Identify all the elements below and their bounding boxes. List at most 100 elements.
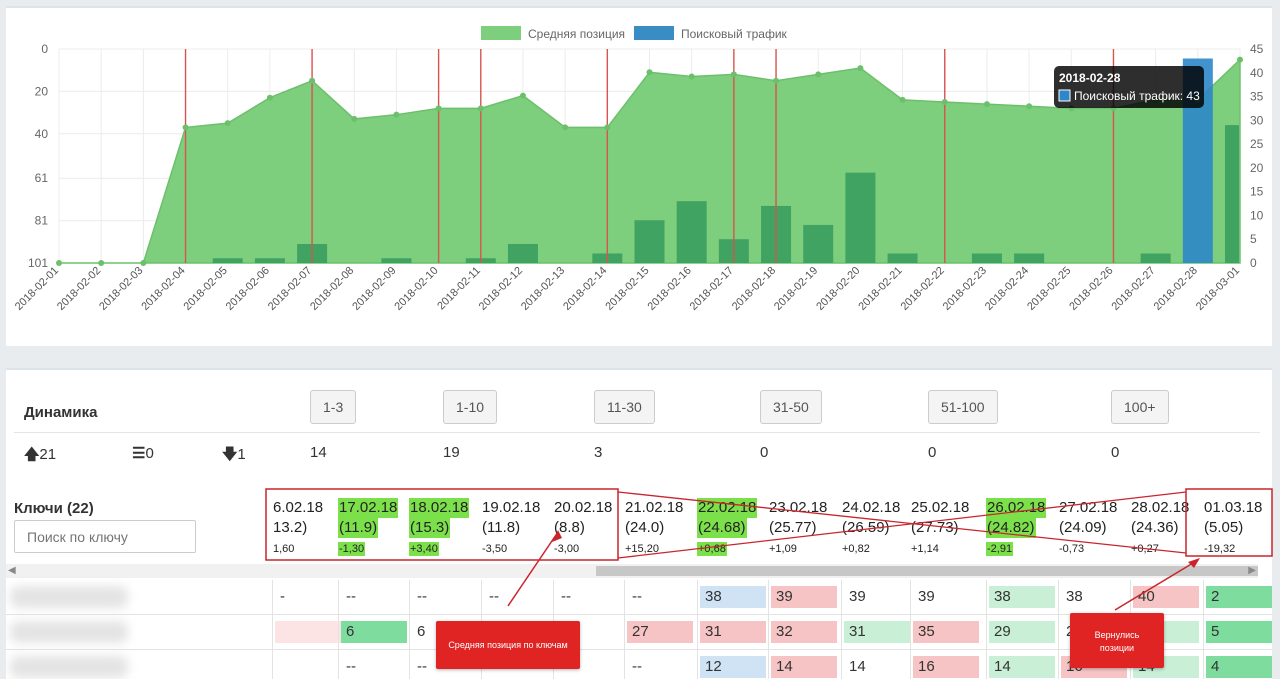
position-value: 6 — [341, 621, 407, 643]
avg-position-value: (24.09) — [1059, 519, 1107, 536]
avg-position-point — [815, 71, 822, 78]
avg-position-point — [140, 260, 147, 266]
avg-position-change: +1,14 — [911, 543, 939, 555]
range-button-1-3[interactable]: 1-3 — [310, 390, 357, 424]
position-value: 4 — [1206, 656, 1272, 678]
position-value: 14 — [771, 656, 837, 678]
x-tick-label: 2018-02-10 — [392, 265, 440, 313]
position-cell: 38 — [1058, 580, 1129, 615]
y-right-tick: 45 — [1250, 42, 1264, 56]
scrollbar-thumb[interactable] — [596, 566, 1258, 576]
avg-position-point — [730, 71, 737, 78]
scroll-right-icon[interactable]: ▶ — [1248, 565, 1256, 576]
date-column-header[interactable]: 24.02.18 (26.59) +0,82 — [841, 498, 913, 558]
date-column-header[interactable]: 6.02.18 13.2) 1,60 — [272, 498, 344, 558]
position-value: 16 — [913, 656, 979, 678]
horizontal-scrollbar[interactable]: ◀ ▶ — [6, 564, 1258, 578]
x-tick-label: 2018-02-02 — [55, 265, 103, 313]
table-row[interactable]: - -- -- -- -- -- 38 39 39 39 38 38 40 2 — [6, 580, 1272, 615]
x-tick-label: 2018-02-27 — [1109, 265, 1157, 313]
avg-position-change: -2,91 — [986, 542, 1014, 556]
position-value — [275, 621, 341, 643]
x-tick-label: 2018-02-28 — [1152, 265, 1200, 313]
date-label: 18.02.18 — [409, 498, 470, 518]
position-value: 14 — [989, 656, 1055, 678]
position-cell: 14 — [986, 650, 1057, 679]
range-button-1-10[interactable]: 1-10 — [443, 390, 498, 424]
position-value: 31 — [844, 621, 910, 643]
avg-position-point — [266, 94, 273, 101]
table-row[interactable]: ----------121414161416144 — [6, 650, 1272, 679]
x-tick-label: 2018-02-11 — [435, 265, 483, 313]
date-column-header[interactable]: 25.02.18 (27.73) +1,14 — [910, 498, 982, 558]
date-column-header[interactable]: 20.02.18 (8.8) -3,00 — [553, 498, 625, 558]
date-column-header[interactable]: 23.02.18 (25.77) +1,09 — [768, 498, 840, 558]
position-value: 12 — [700, 656, 766, 678]
position-cell: 35 — [910, 615, 981, 650]
divider — [14, 432, 1260, 433]
avg-position-value: (15.3) — [409, 518, 451, 538]
legend-label-1: Поисковый трафик — [681, 27, 788, 41]
x-tick-label: 2018-02-14 — [561, 265, 609, 313]
date-column-header[interactable]: 01.03.18 (5.05) -19,32 — [1203, 498, 1272, 558]
date-label: 19.02.18 — [482, 499, 541, 516]
y-left-tick: 61 — [35, 171, 49, 185]
position-cell: 6 — [409, 615, 480, 650]
tooltip-swatch — [1058, 89, 1071, 102]
traffic-bar — [1014, 253, 1045, 263]
x-tick-label: 2018-03-01 — [1194, 265, 1242, 313]
range-count-11-30: 3 — [594, 444, 603, 461]
avg-position-point — [857, 65, 864, 72]
date-column-header[interactable]: 21.02.18 (24.0) +15,20 — [624, 498, 696, 558]
keyword-search-input[interactable] — [14, 520, 196, 553]
position-value: 14 — [849, 658, 866, 675]
position-cell: -- — [409, 580, 480, 615]
date-column-header[interactable]: 26.02.18 (24.82) -2,91 — [986, 498, 1058, 558]
date-label: 22.02.18 — [697, 498, 758, 518]
position-cell: -- — [553, 580, 624, 615]
avg-position-point — [519, 92, 526, 99]
position-value: 29 — [989, 621, 1055, 643]
date-label: 01.03.18 — [1204, 499, 1263, 516]
position-value: 31 — [700, 621, 766, 643]
range-button-51-100[interactable]: 51-100 — [928, 390, 998, 424]
date-column-header[interactable]: 18.02.18 (15.3) +3,40 — [409, 498, 481, 558]
down-count: 🡇1 — [222, 446, 246, 463]
position-value: - — [280, 588, 285, 605]
date-column-header[interactable]: 28.02.18 (24.36) +0,27 — [1130, 498, 1202, 558]
x-tick-label: 2018-02-21 — [856, 265, 904, 313]
range-button-11-30[interactable]: 11-30 — [594, 390, 655, 424]
avg-position-value: (11.9) — [338, 518, 379, 538]
x-tick-label: 2018-02-25 — [1025, 265, 1073, 313]
tooltip-title: 2018-02-28 — [1059, 71, 1121, 85]
date-label: 25.02.18 — [911, 499, 970, 516]
date-column-header[interactable]: 19.02.18 (11.8) -3,50 — [481, 498, 553, 558]
traffic-bar — [676, 201, 707, 263]
position-value: 40 — [1133, 586, 1199, 608]
avg-position-change: -3,50 — [482, 543, 508, 555]
avg-position-change: 1,60 — [273, 543, 295, 555]
y-right-tick: 25 — [1250, 137, 1264, 151]
position-cell: 38 — [986, 580, 1057, 615]
x-tick-label: 2018-02-18 — [730, 265, 778, 313]
date-column-header[interactable]: 22.02.18 (24.68) +0,68 — [697, 498, 769, 558]
avg-position-change: -3,00 — [554, 543, 580, 555]
position-cell: 12 — [697, 650, 768, 679]
x-tick-label: 2018-02-06 — [224, 265, 272, 313]
position-cell: 6 — [338, 615, 409, 650]
avg-position-value: (26.59) — [842, 519, 890, 536]
traffic-bar — [254, 258, 285, 263]
scroll-left-icon[interactable]: ◀ — [8, 565, 16, 576]
range-button-31-50[interactable]: 31-50 — [760, 390, 822, 424]
avg-position-point — [435, 105, 442, 112]
x-tick-label: 2018-02-17 — [688, 265, 736, 313]
date-column-header[interactable]: 17.02.18 (11.9) -1,30 — [338, 498, 410, 558]
traffic-bar — [1225, 125, 1239, 263]
x-tick-label: 2018-02-01 — [13, 265, 61, 313]
avg-position-change: +1,09 — [769, 543, 797, 555]
date-column-header[interactable]: 27.02.18 (24.09) -0,73 — [1058, 498, 1130, 558]
avg-position-point — [899, 96, 906, 103]
tooltip-label: Поисковый трафик: 43 — [1074, 89, 1200, 103]
range-button-100-plus[interactable]: 100+ — [1111, 390, 1169, 424]
avg-position-point — [688, 73, 695, 80]
